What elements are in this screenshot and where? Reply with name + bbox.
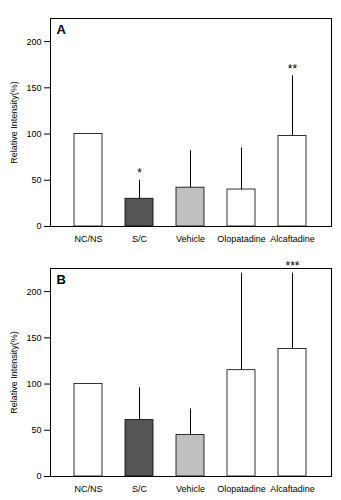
svg-text:***: *** xyxy=(285,259,299,273)
svg-text:NC/NS: NC/NS xyxy=(74,234,102,244)
svg-text:150: 150 xyxy=(26,83,41,93)
svg-text:S/C: S/C xyxy=(132,484,148,494)
svg-text:Olopatadine: Olopatadine xyxy=(217,484,266,494)
svg-text:*: * xyxy=(137,166,142,180)
svg-text:A: A xyxy=(57,22,67,37)
svg-text:50: 50 xyxy=(31,425,41,435)
svg-text:Vehicle: Vehicle xyxy=(176,484,205,494)
svg-text:200: 200 xyxy=(26,286,41,296)
svg-text:Relative Intensity(%): Relative Intensity(%) xyxy=(9,331,19,414)
svg-text:**: ** xyxy=(288,62,298,76)
svg-text:S/C: S/C xyxy=(132,234,148,244)
svg-text:B: B xyxy=(57,272,66,287)
svg-text:Relative Intensity(%): Relative Intensity(%) xyxy=(9,81,19,164)
svg-text:0: 0 xyxy=(36,471,41,481)
svg-text:150: 150 xyxy=(26,333,41,343)
svg-text:100: 100 xyxy=(26,129,41,139)
svg-text:100: 100 xyxy=(26,379,41,389)
svg-text:Olopatadine: Olopatadine xyxy=(217,234,266,244)
svg-text:50: 50 xyxy=(31,175,41,185)
svg-text:Vehicle: Vehicle xyxy=(176,234,205,244)
svg-text:200: 200 xyxy=(26,36,41,46)
svg-text:NC/NS: NC/NS xyxy=(74,484,102,494)
svg-text:Alcaftadine: Alcaftadine xyxy=(270,484,315,494)
svg-text:Alcaftadine: Alcaftadine xyxy=(270,234,315,244)
svg-text:0: 0 xyxy=(36,221,41,231)
